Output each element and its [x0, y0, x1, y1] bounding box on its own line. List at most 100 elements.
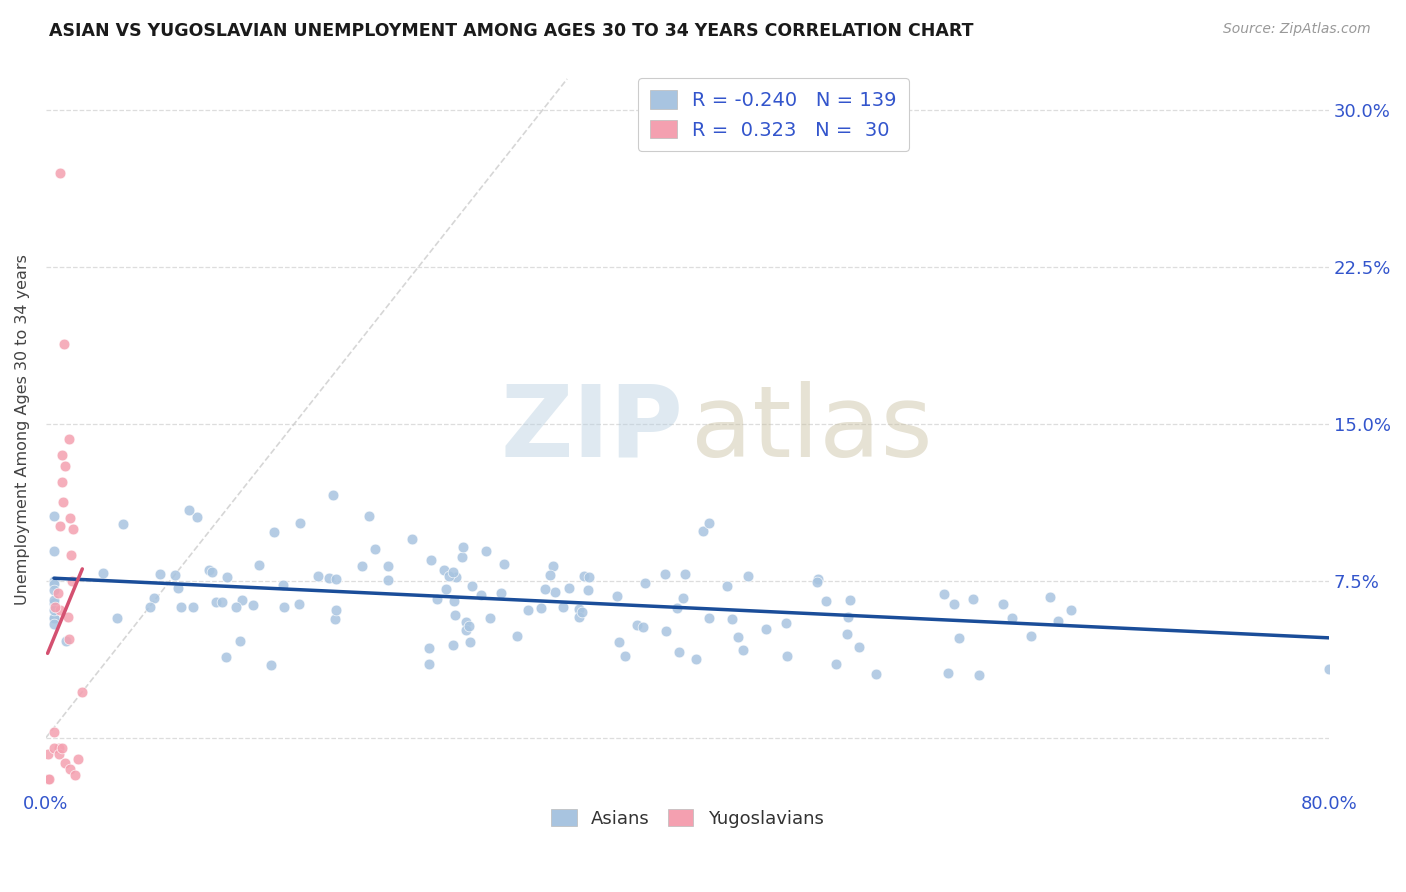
Point	[755, 622, 778, 636]
Point	[377, 573, 399, 587]
Point	[673, 566, 696, 581]
Point	[654, 624, 676, 638]
Point	[969, 667, 991, 681]
Point	[534, 582, 557, 596]
Point	[357, 509, 380, 524]
Point	[606, 590, 628, 604]
Point	[806, 575, 828, 590]
Point	[273, 600, 295, 615]
Point	[231, 593, 253, 607]
Point	[181, 600, 204, 615]
Point	[451, 540, 474, 554]
Point	[377, 558, 399, 573]
Point	[37, 747, 59, 761]
Point	[325, 572, 347, 586]
Point	[42, 577, 65, 591]
Point	[177, 503, 200, 517]
Point	[433, 563, 456, 577]
Point	[538, 568, 561, 582]
Text: ZIP: ZIP	[501, 381, 683, 478]
Point	[443, 594, 465, 608]
Point	[419, 552, 441, 566]
Point	[553, 600, 575, 615]
Point	[42, 596, 65, 610]
Point	[49, 519, 72, 533]
Point	[72, 685, 94, 699]
Point	[838, 593, 860, 607]
Point	[318, 571, 340, 585]
Point	[211, 595, 233, 609]
Point	[426, 591, 449, 606]
Point	[225, 599, 247, 614]
Point	[948, 632, 970, 646]
Point	[169, 599, 191, 614]
Point	[936, 665, 959, 680]
Point	[56, 610, 79, 624]
Point	[1001, 611, 1024, 625]
Point	[737, 568, 759, 582]
Point	[692, 524, 714, 538]
Point	[454, 615, 477, 630]
Point	[186, 510, 208, 524]
Point	[614, 648, 637, 663]
Point	[59, 762, 82, 776]
Point	[198, 563, 221, 577]
Point	[51, 741, 73, 756]
Point	[837, 627, 859, 641]
Point	[55, 634, 77, 648]
Point	[48, 747, 70, 762]
Legend: Asians, Yugoslavians: Asians, Yugoslavians	[544, 802, 831, 835]
Point	[1046, 615, 1069, 629]
Point	[699, 611, 721, 625]
Point	[401, 532, 423, 546]
Point	[44, 600, 66, 615]
Point	[42, 574, 65, 588]
Point	[42, 582, 65, 597]
Point	[716, 579, 738, 593]
Point	[323, 612, 346, 626]
Point	[52, 495, 75, 509]
Point	[633, 620, 655, 634]
Point	[444, 607, 467, 622]
Point	[91, 566, 114, 580]
Point	[260, 657, 283, 672]
Point	[607, 635, 630, 649]
Point	[59, 511, 82, 525]
Point	[48, 586, 70, 600]
Point	[434, 582, 457, 596]
Point	[568, 601, 591, 615]
Y-axis label: Unemployment Among Ages 30 to 34 years: Unemployment Among Ages 30 to 34 years	[15, 254, 30, 605]
Point	[1039, 591, 1062, 605]
Point	[441, 638, 464, 652]
Point	[42, 616, 65, 631]
Point	[51, 448, 73, 462]
Text: Source: ZipAtlas.com: Source: ZipAtlas.com	[1223, 22, 1371, 37]
Point	[576, 583, 599, 598]
Point	[42, 741, 65, 756]
Point	[461, 579, 484, 593]
Point	[697, 516, 720, 530]
Point	[418, 641, 440, 656]
Point	[865, 667, 887, 681]
Point	[49, 603, 72, 617]
Point	[53, 756, 76, 770]
Point	[42, 593, 65, 607]
Point	[441, 566, 464, 580]
Point	[52, 337, 75, 351]
Point	[166, 581, 188, 595]
Point	[290, 516, 312, 530]
Point	[824, 657, 846, 672]
Point	[1317, 662, 1340, 676]
Point	[457, 619, 479, 633]
Point	[111, 516, 134, 531]
Point	[142, 591, 165, 606]
Point	[993, 597, 1015, 611]
Point	[932, 587, 955, 601]
Point	[558, 581, 581, 595]
Point	[776, 648, 799, 663]
Point	[105, 610, 128, 624]
Point	[721, 612, 744, 626]
Point	[42, 603, 65, 617]
Point	[479, 611, 502, 625]
Point	[626, 617, 648, 632]
